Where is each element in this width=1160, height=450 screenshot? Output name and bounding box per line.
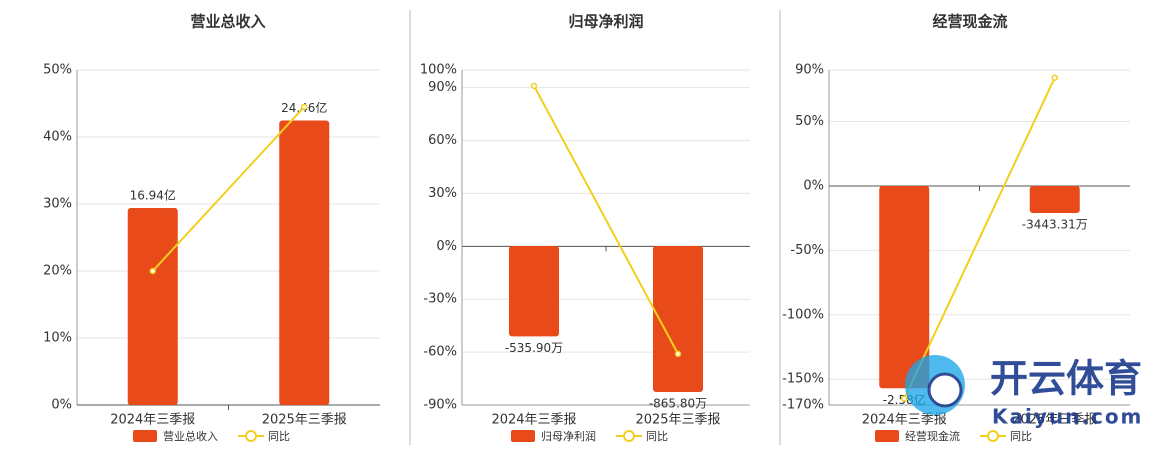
y-tick-label: 20% [43, 264, 72, 279]
y-tick-label: -60% [423, 345, 457, 360]
legend-swatch [133, 430, 157, 442]
y-tick-label: 0% [51, 398, 72, 413]
y-tick-label: 0% [803, 178, 824, 193]
value-label: -535.90万 [505, 341, 563, 355]
y-tick-label: 50% [795, 114, 824, 129]
watermark-site: Kaiyun.com [992, 405, 1143, 429]
y-tick-label: -100% [782, 307, 824, 322]
legend-label: 经营现金流 [905, 429, 960, 443]
y-tick-label: 30% [43, 197, 72, 212]
legend-swatch [511, 430, 535, 442]
x-tick-label: 2025年三季报 [635, 413, 720, 428]
x-tick-label: 2025年三季报 [262, 413, 347, 428]
bar [1029, 186, 1080, 214]
line [152, 106, 305, 272]
line [903, 77, 1056, 399]
x-tick-label: 2024年三季报 [491, 413, 576, 428]
chart-title: 归母净利润 [568, 13, 643, 31]
y-tick-label: -50% [790, 243, 824, 258]
y-tick-label: 60% [428, 133, 457, 148]
y-tick-label: 90% [428, 80, 457, 95]
value-label: -865.80万 [649, 396, 707, 410]
line-point [1051, 74, 1058, 81]
watermark: 开云体育 Kaiyun.com [905, 355, 1143, 429]
line-point [149, 267, 156, 275]
bar [879, 186, 930, 389]
legend-marker [623, 430, 635, 442]
line-point [901, 395, 908, 402]
bar [127, 207, 178, 405]
value-label: 16.94亿 [130, 187, 176, 202]
bar [653, 246, 703, 392]
y-tick-label: 90% [795, 63, 824, 78]
legend-label: 同比 [646, 430, 668, 443]
legend-label: 同比 [268, 430, 290, 443]
chart-title: 经营现金流 [932, 13, 1007, 31]
y-tick-label: -170% [782, 398, 824, 413]
x-tick-label: 2025年三季报 [1012, 413, 1097, 428]
y-tick-label: 10% [43, 331, 72, 346]
legend-label: 同比 [1010, 430, 1032, 443]
line [533, 85, 679, 355]
line-point [530, 82, 538, 90]
line-point [301, 103, 308, 111]
y-tick-label: 0% [436, 239, 457, 254]
legend-swatch [875, 430, 899, 442]
legend-label: 营业总收入 [163, 429, 218, 443]
y-tick-label: 50% [43, 63, 72, 78]
y-tick-label: 100% [420, 63, 457, 78]
bar [279, 120, 330, 405]
x-tick-label: 2024年三季报 [862, 413, 947, 428]
legend-marker [245, 430, 257, 442]
y-tick-label: 30% [428, 186, 457, 201]
y-tick-label: -30% [423, 292, 457, 307]
line-point [674, 350, 682, 358]
legend-label: 归母净利润 [541, 429, 596, 443]
y-tick-label: -150% [782, 372, 824, 387]
watermark-ball [927, 372, 963, 408]
legend-marker [987, 430, 999, 442]
y-tick-label: 40% [43, 130, 72, 145]
chart-title: 营业总收入 [190, 13, 265, 31]
x-tick-label: 2024年三季报 [110, 413, 195, 428]
value-label: -3443.31万 [1022, 218, 1088, 232]
y-tick-label: -90% [423, 398, 457, 413]
bar [509, 246, 559, 337]
watermark-name: 开云体育 [990, 357, 1142, 401]
